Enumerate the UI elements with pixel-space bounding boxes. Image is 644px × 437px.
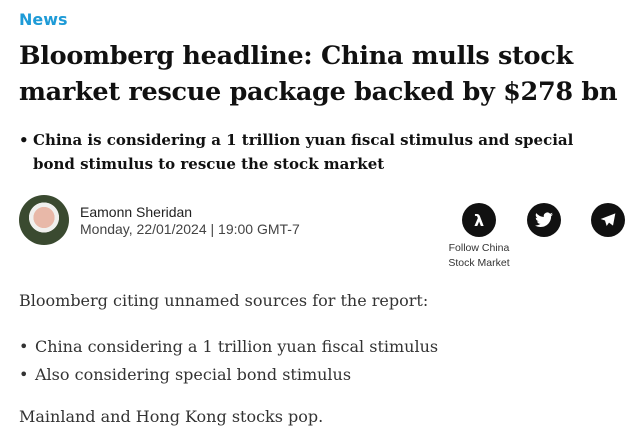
telegram-icon (600, 213, 616, 226)
body-bullet: Also considering special bond stimulus (19, 364, 629, 386)
telegram-share-button[interactable] (591, 203, 625, 237)
category-link[interactable]: News (19, 10, 68, 29)
body-bullet: China considering a 1 trillion yuan fisc… (19, 336, 629, 358)
follow-button[interactable]: λ (462, 203, 496, 237)
body-bullet-list: China considering a 1 trillion yuan fisc… (19, 336, 629, 392)
headline: Bloomberg headline: China mulls stock ma… (19, 41, 618, 107)
body-outro: Mainland and Hong Kong stocks pop. (19, 407, 324, 426)
author-name[interactable]: Eamonn Sheridan (80, 204, 193, 220)
twitter-icon (535, 212, 553, 228)
follow-lambda-icon: λ (473, 210, 485, 230)
follow-label[interactable]: Follow China Stock Market (448, 242, 510, 269)
author-avatar[interactable] (19, 195, 69, 245)
publish-date: Monday, 22/01/2024 | 19:00 GMT-7 (80, 221, 300, 237)
body-intro: Bloomberg citing unnamed sources for the… (19, 291, 429, 310)
twitter-share-button[interactable] (527, 203, 561, 237)
summary-item: China is considering a 1 trillion yuan f… (19, 128, 619, 176)
summary-list: China is considering a 1 trillion yuan f… (19, 128, 619, 176)
